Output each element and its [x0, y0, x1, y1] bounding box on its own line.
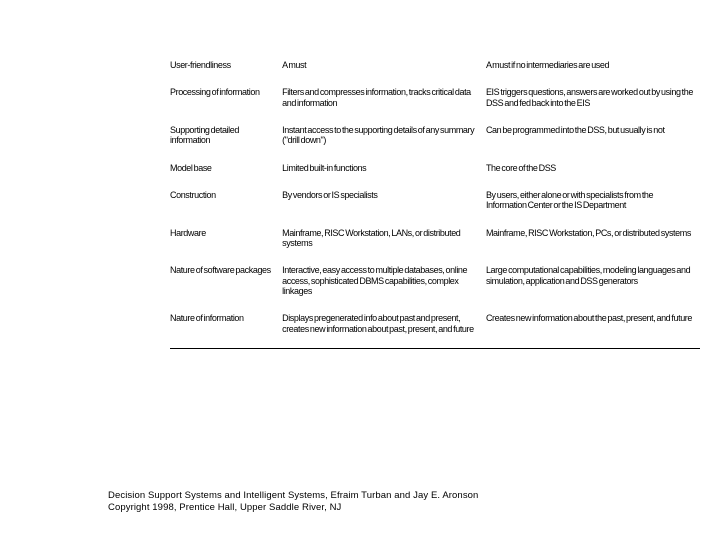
cell: Creates new information about the past, … — [486, 308, 700, 346]
cell: A must if no intermediaries are used — [486, 55, 700, 82]
table-row: Supporting detailed information Instant … — [170, 120, 700, 158]
table-row: Hardware Mainframe, RISC Workstation, LA… — [170, 223, 700, 261]
cell: By vendors or IS specialists — [282, 185, 486, 223]
table-row: Processing of information Filters and co… — [170, 82, 700, 120]
table-row: Nature of information Displays pregenera… — [170, 308, 700, 346]
cell: Hardware — [170, 223, 282, 261]
cell: Supporting detailed information — [170, 120, 282, 158]
cell: Displays pregenerated info about past an… — [282, 308, 486, 346]
table-row: Model base Limited built-in functions Th… — [170, 158, 700, 185]
cell: Limited built-in functions — [282, 158, 486, 185]
cell: Mainframe, RISC Workstation, LANs, or di… — [282, 223, 486, 261]
cell: EIS triggers questions, answers are work… — [486, 82, 700, 120]
footer-citation: Decision Support Systems and Intelligent… — [108, 490, 478, 514]
cell: By users, either alone or with specialis… — [486, 185, 700, 223]
cell: Model base — [170, 158, 282, 185]
cell: Nature of software packages — [170, 260, 282, 308]
cell: Interactive, easy access to multiple dat… — [282, 260, 486, 308]
cell: Mainframe, RISC Workstation, PCs, or dis… — [486, 223, 700, 261]
table-row: Construction By vendors or IS specialist… — [170, 185, 700, 223]
cell: Large computational capabilities, modeli… — [486, 260, 700, 308]
cell: The core of the DSS — [486, 158, 700, 185]
cell: User-friendliness — [170, 55, 282, 82]
cell: Nature of information — [170, 308, 282, 346]
table-row: Nature of software packages Interactive,… — [170, 260, 700, 308]
cell: Construction — [170, 185, 282, 223]
comparison-table: User-friendliness A must A must if no in… — [170, 55, 700, 349]
cell: A must — [282, 55, 486, 82]
cell: Filters and compresses information, trac… — [282, 82, 486, 120]
table-bottom-rule — [170, 348, 700, 349]
table-row: User-friendliness A must A must if no in… — [170, 55, 700, 82]
cell: Processing of information — [170, 82, 282, 120]
footer-line-2: Copyright 1998, Prentice Hall, Upper Sad… — [108, 502, 341, 513]
footer-line-1: Decision Support Systems and Intelligent… — [108, 490, 478, 501]
table: User-friendliness A must A must if no in… — [170, 55, 700, 346]
cell: Instant access to the supporting details… — [282, 120, 486, 158]
cell: Can be programmed into the DSS, but usua… — [486, 120, 700, 158]
